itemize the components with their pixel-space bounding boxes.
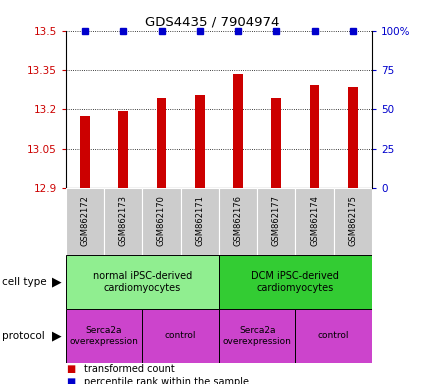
Text: GSM862170: GSM862170 (157, 195, 166, 246)
Text: GSM862173: GSM862173 (119, 195, 128, 246)
Bar (142, 188, 181, 255)
Text: ■: ■ (66, 377, 75, 384)
Text: protocol: protocol (2, 331, 45, 341)
Bar (119, 111, 128, 188)
Text: GSM862177: GSM862177 (272, 195, 281, 246)
Text: Serca2a
overexpression: Serca2a overexpression (70, 326, 139, 346)
Text: DCM iPSC-derived
cardiomyocytes: DCM iPSC-derived cardiomyocytes (252, 271, 339, 293)
Bar (157, 98, 166, 188)
Bar (104, 188, 142, 255)
Bar (272, 98, 281, 188)
Bar (257, 188, 295, 255)
Bar (195, 95, 204, 188)
Text: ▶: ▶ (52, 276, 62, 289)
Text: ■: ■ (66, 364, 75, 374)
Bar (80, 116, 90, 188)
Text: GSM862176: GSM862176 (233, 195, 243, 246)
Text: GSM862171: GSM862171 (195, 195, 204, 246)
Bar (66, 188, 104, 255)
Text: normal iPSC-derived
cardiomyocytes: normal iPSC-derived cardiomyocytes (93, 271, 192, 293)
Text: cell type: cell type (2, 277, 47, 287)
Text: GSM862174: GSM862174 (310, 195, 319, 246)
Text: Serca2a
overexpression: Serca2a overexpression (223, 326, 292, 346)
Text: control: control (318, 331, 349, 341)
Bar (219, 309, 295, 363)
Text: GSM862172: GSM862172 (80, 195, 90, 246)
Bar (334, 188, 372, 255)
Bar (181, 188, 219, 255)
Bar (295, 309, 372, 363)
Bar (66, 255, 219, 309)
Text: GSM862175: GSM862175 (348, 195, 357, 246)
Bar (295, 188, 334, 255)
Bar (219, 255, 372, 309)
Bar (66, 309, 142, 363)
Text: ▶: ▶ (52, 329, 62, 343)
Text: control: control (165, 331, 196, 341)
Text: transformed count: transformed count (84, 364, 175, 374)
Bar (142, 309, 219, 363)
Bar (219, 188, 257, 255)
Text: GDS4435 / 7904974: GDS4435 / 7904974 (145, 15, 280, 28)
Bar (233, 74, 243, 188)
Text: percentile rank within the sample: percentile rank within the sample (84, 377, 249, 384)
Bar (310, 84, 319, 188)
Bar (348, 87, 357, 188)
